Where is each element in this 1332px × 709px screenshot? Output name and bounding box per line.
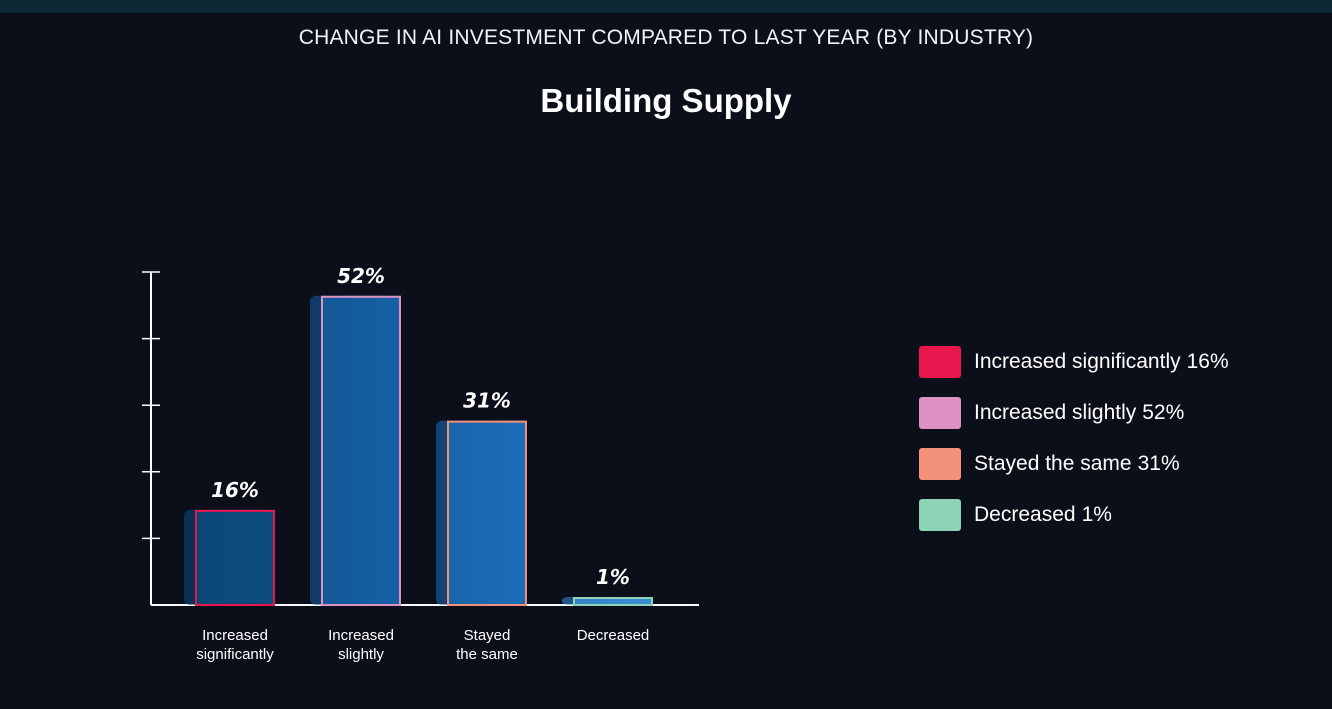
legend-label: Decreased: [974, 503, 1076, 526]
legend-value: 31%: [1137, 452, 1180, 475]
bar-outline: [573, 597, 653, 606]
x-tick-label: the same: [456, 646, 518, 663]
x-tick-label: Increased: [328, 627, 394, 644]
x-tick-label: Increased: [202, 627, 268, 644]
bar-outline: [447, 420, 527, 606]
x-tick-label: slightly: [338, 646, 384, 663]
top-strip: [0, 0, 1332, 13]
bar-value-label: 52%: [337, 264, 385, 288]
bar-value-label: 16%: [211, 478, 259, 502]
legend-swatch: [919, 448, 961, 480]
legend-label: Increased significantly: [974, 350, 1181, 373]
legend-value: 52%: [1142, 401, 1185, 424]
legend-value: 16%: [1186, 350, 1229, 373]
bar: [447, 420, 527, 605]
bar: [573, 597, 653, 605]
bar: [321, 295, 401, 605]
chart-title: Building Supply: [540, 82, 792, 119]
legend-swatch: [919, 499, 961, 531]
bar: [195, 509, 275, 605]
x-tick-label: Decreased: [577, 627, 650, 644]
x-tick-label: significantly: [196, 646, 274, 663]
legend-value: 1%: [1081, 503, 1112, 526]
legend-label: Increased slightly: [974, 401, 1137, 424]
legend: Increased significantly 16% Increased sl…: [919, 345, 1229, 549]
bar-value-label: 31%: [463, 389, 511, 413]
bar-outline: [321, 295, 401, 606]
chart-supertitle: CHANGE IN AI INVESTMENT COMPARED TO LAST…: [298, 26, 1034, 49]
legend-item-increased-slightly: Increased slightly 52%: [919, 396, 1229, 430]
legend-swatch: [919, 346, 961, 378]
legend-item-stayed-the-same: Stayed the same 31%: [919, 447, 1229, 481]
bar-outline: [195, 509, 275, 607]
bar-value-label: 1%: [596, 565, 630, 589]
x-tick-label: Stayed: [464, 627, 511, 644]
legend-item-increased-significantly: Increased significantly 16%: [919, 345, 1229, 379]
legend-label: Stayed the same: [974, 452, 1132, 475]
legend-item-decreased: Decreased 1%: [919, 498, 1229, 532]
legend-swatch: [919, 397, 961, 429]
